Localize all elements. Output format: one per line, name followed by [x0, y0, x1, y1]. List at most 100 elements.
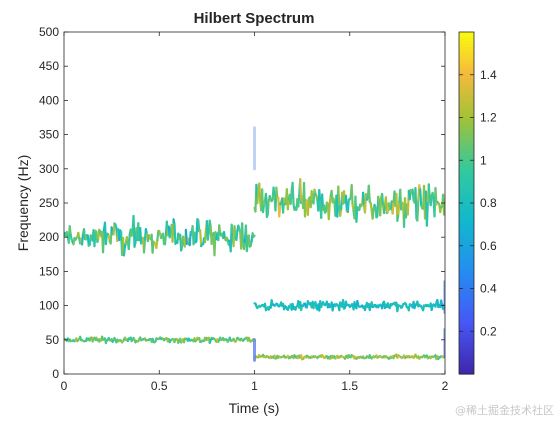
spectrum-segment [417, 200, 418, 221]
spectrum-segment [94, 231, 95, 246]
spectrum-segment [200, 230, 201, 246]
colorbar-tick-label: 0.4 [480, 282, 497, 296]
spectrum-segment [291, 191, 292, 204]
spectrum-segment [163, 234, 164, 244]
spectrum-segment [88, 236, 89, 246]
spectrum-segment [384, 204, 385, 213]
x-tick-label: 0.5 [151, 379, 168, 393]
y-tick-label: 500 [39, 25, 59, 39]
y-tick-label: 400 [39, 93, 59, 107]
spectrum-segment [268, 198, 269, 214]
spectrum-segment [90, 235, 91, 244]
spectrum-segment [236, 231, 237, 240]
spectrum-segment [279, 204, 280, 216]
x-tick-label: 1.5 [341, 379, 358, 393]
spectrum-segment [232, 225, 233, 235]
spectrum-segment [346, 196, 347, 211]
y-tick-label: 150 [39, 264, 59, 278]
spectrum-segment [319, 190, 320, 202]
spectrum-segment [431, 195, 432, 205]
spectrum-segment [398, 202, 399, 214]
spectrum-segment [288, 199, 289, 209]
spectrum-segment [106, 234, 107, 244]
spectrum-segment [263, 204, 264, 212]
colorbar: 0.2 0.4 0.6 0.8 1 1.2 1.4 [459, 32, 497, 375]
spectrum-segment [219, 225, 220, 233]
spectrum-segment [276, 188, 277, 198]
spectrum-segment [156, 240, 157, 248]
spectrum-segment [114, 224, 115, 235]
spectrum-segment [212, 235, 213, 244]
spectrum-segment [373, 210, 374, 219]
y-tick-label: 450 [39, 59, 59, 73]
y-tick-label: 300 [39, 162, 59, 176]
y-tick-label: 50 [46, 333, 60, 347]
spectrum-segment [413, 190, 414, 200]
spectrum-segment [70, 226, 71, 234]
spectrum-segment [247, 236, 248, 251]
spectrum-segment [329, 203, 330, 219]
spectrum-segment [242, 223, 243, 243]
spectrum-segment [249, 236, 250, 247]
colorbar-tick-label: 0.6 [480, 239, 497, 253]
spectrum-segment [308, 199, 309, 215]
spectrum-segment [235, 226, 236, 237]
colorbar-tick-label: 0.2 [480, 324, 497, 338]
spectrum-segment [369, 186, 370, 202]
spectrum-segment [266, 194, 267, 217]
x-tick-label: 2 [442, 379, 449, 393]
spectrum-segment [312, 191, 313, 202]
spectrum-segment [429, 184, 430, 199]
spectrum-segment [254, 236, 255, 237]
spectrum-segment [363, 193, 364, 205]
spectrum-segment [144, 239, 145, 252]
spectrum-segment [356, 207, 357, 221]
colorbar-tick-label: 1.4 [480, 68, 497, 82]
spectrum-segment [129, 235, 130, 249]
spectrum-segment [382, 194, 383, 206]
x-tick-label: 0 [61, 379, 68, 393]
spectrum-segment [103, 230, 104, 252]
spectrum-segment [257, 190, 258, 203]
spectrum-segment [165, 234, 166, 244]
x-tick-label: 1 [251, 379, 258, 393]
y-axis-label: Frequency (Hz) [15, 155, 31, 251]
x-axis-label: Time (s) [229, 400, 280, 416]
y-tick-label: 100 [39, 299, 59, 313]
watermark: @稀土掘金技术社区 [455, 402, 554, 418]
spectrum-segment [194, 233, 195, 243]
spectrum-segment [330, 196, 331, 203]
spectrum-segment [157, 231, 158, 240]
spectrum-segment [338, 187, 339, 206]
spectrum-segment [380, 197, 381, 215]
spectrum-segment [427, 201, 428, 225]
spectrum-segment [84, 229, 85, 239]
colorbar-tick-label: 1 [480, 153, 487, 167]
spectrum-segment [82, 233, 83, 244]
colorbar-tick-label: 1.2 [480, 111, 497, 125]
y-tick-label: 0 [52, 367, 59, 381]
y-tick-label: 250 [39, 196, 59, 210]
y-tick-label: 350 [39, 128, 59, 142]
spectrum-segment [274, 188, 275, 197]
colorbar-swatch [459, 32, 474, 35]
spectrum-segment [198, 220, 199, 231]
spectrum-segment [293, 183, 294, 204]
y-tick-label: 200 [39, 230, 59, 244]
spectrum-segment [348, 200, 349, 212]
spectrum-segment [352, 185, 353, 205]
spectrum-segment [124, 246, 125, 255]
spectrum-segment [393, 202, 394, 214]
spectrum-segment [386, 197, 387, 213]
chart-title: Hilbert Spectrum [194, 10, 315, 27]
spectrum-segment [415, 188, 416, 218]
spectrum-segment [298, 195, 299, 206]
spectrum-segment [305, 200, 306, 216]
spectrum-segment [205, 230, 206, 242]
spectrum-segment [174, 224, 175, 244]
spectrum-segment [420, 190, 421, 206]
colorbar-tick-label: 0.8 [480, 196, 497, 210]
spectrum-segment [259, 184, 260, 202]
